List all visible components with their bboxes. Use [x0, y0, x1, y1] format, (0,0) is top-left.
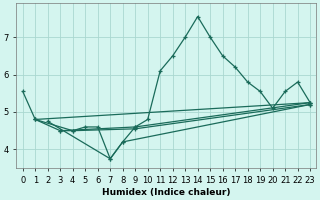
X-axis label: Humidex (Indice chaleur): Humidex (Indice chaleur) — [102, 188, 231, 197]
